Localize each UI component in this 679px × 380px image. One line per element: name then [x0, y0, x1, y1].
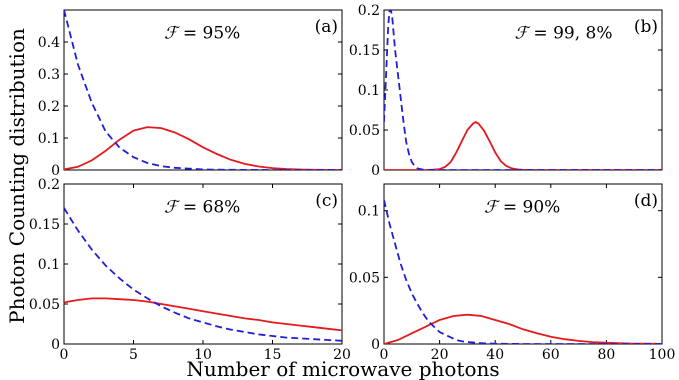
x-tick-label: 15	[264, 347, 282, 363]
fidelity-annotation: ℱ = 90%	[484, 197, 560, 217]
y-tick-label: 0.15	[29, 217, 60, 233]
fidelity-symbol: ℱ	[164, 197, 181, 217]
y-tick-label: 0.4	[38, 35, 60, 51]
x-tick-label: 80	[597, 347, 615, 363]
y-tick-label: 0.05	[349, 270, 380, 286]
x-tick-label: 20	[333, 347, 351, 363]
x-tick-label: 0	[60, 347, 69, 363]
solid-series-line	[64, 297, 342, 332]
y-tick-label: 0.1	[358, 204, 380, 220]
fidelity-symbol: ℱ	[515, 23, 532, 43]
panels: 00.10.20.30.4 ℱ = 95% (a)00.050.10.150.2ℱ …	[29, 3, 676, 363]
x-tick-label: 60	[542, 347, 560, 363]
fidelity-value: = 95%	[177, 23, 240, 43]
panel-b: 0 0.05 0.1 0.15 0.2 ℱ = 99, 8% (b)	[349, 3, 663, 179]
x-tick-label: 20	[431, 347, 449, 363]
y-tick-label: 0.3	[38, 67, 60, 83]
panel-label: (b)	[634, 17, 658, 37]
x-tick-label: 100	[649, 347, 676, 363]
fidelity-annotation: ℱ = 68%	[164, 197, 240, 217]
panel-c: 0 0.05 0.1 0.15 0.2 0 5 10 15 20 ℱ = 68% (c)	[29, 177, 351, 363]
panel-a: 0 0.1 0.2 0.3 0.4 ℱ = 95% (a)	[38, 9, 343, 179]
y-tick-label: 0.05	[29, 297, 60, 313]
y-tick-label: 0.1	[38, 131, 60, 147]
y-tick-label: 0	[371, 163, 380, 179]
y-tick-label: 0.15	[349, 43, 380, 59]
fidelity-symbol: ℱ	[164, 23, 181, 43]
x-axis-title: Number of microwave photons	[186, 357, 499, 380]
solid-series-line	[384, 120, 662, 170]
fidelity-symbol: ℱ	[484, 197, 501, 217]
dashed-series-line	[64, 207, 342, 342]
y-axis-title: Photon Counting distribution	[5, 28, 29, 324]
plot-frame	[63, 9, 343, 171]
dashed-series-line	[384, 199, 662, 344]
fidelity-value: = 90%	[497, 197, 560, 217]
x-tick-label: 10	[194, 347, 212, 363]
dashed-series-line	[384, 10, 662, 170]
panel-label: (d)	[634, 191, 658, 211]
y-tick-label: 0.05	[349, 123, 380, 139]
fidelity-value: = 99, 8%	[528, 23, 612, 43]
y-tick-label: 0	[371, 337, 380, 353]
x-tick-label: 40	[486, 347, 504, 363]
fidelity-annotation: ℱ = 95%	[164, 23, 240, 43]
y-tick-label: 0	[51, 337, 60, 353]
solid-series-line	[64, 126, 342, 170]
y-tick-label: 0.2	[38, 99, 60, 115]
fidelity-value: = 68%	[177, 197, 240, 217]
y-tick-label: 0.1	[38, 257, 60, 273]
y-tick-label: 0.2	[38, 177, 60, 193]
panel-d: 0 0.05 0.1 0 20 40 60 80 100 ℱ = 90% (d)	[349, 183, 676, 363]
panel-label: (a)	[315, 17, 338, 37]
fidelity-annotation: ℱ = 99, 8%	[515, 23, 613, 43]
y-tick-label: 0.1	[358, 83, 380, 99]
y-tick-label: 0	[51, 163, 60, 179]
dashed-series-line	[64, 10, 342, 170]
x-tick-label: 0	[380, 347, 389, 363]
x-tick-label: 5	[129, 347, 138, 363]
solid-series-line	[384, 313, 662, 344]
y-tick-label: 0.2	[358, 3, 380, 19]
panel-label: (c)	[315, 191, 338, 211]
